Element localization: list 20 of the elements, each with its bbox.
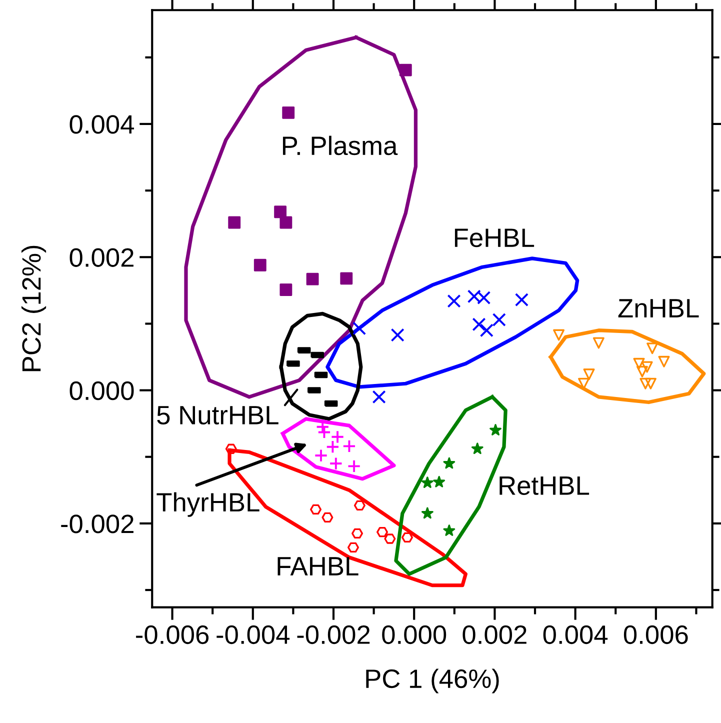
x-axis-title: PC 1 (46%) [366, 668, 499, 694]
annotation: ThyrHBL [156, 492, 260, 517]
x-tick-label: 0.006 [624, 625, 688, 644]
y-tick-label: 0.002 [70, 248, 134, 267]
annotation: FeHBL [454, 228, 534, 248]
y-tick-label: 0.004 [70, 115, 134, 134]
annotation: RetHBL [500, 476, 590, 495]
y-tick-label: -0.002 [61, 514, 134, 534]
y-axis-title: PC2 (12%) [21, 246, 46, 372]
y-tick-label: 0.000 [70, 381, 134, 400]
x-tick-label: -0.004 [216, 625, 290, 644]
x-tick-label: -0.006 [136, 625, 209, 644]
x-tick-label: -0.002 [297, 625, 370, 644]
x-tick-label: 0.004 [543, 625, 608, 644]
annotation: P. Plasma [282, 136, 398, 156]
annotation: FAHBL [278, 557, 358, 576]
x-tick-label: 0.000 [382, 625, 446, 644]
annotation: ZnHBL [618, 299, 699, 318]
annotation: 5 NutrHBL [157, 406, 278, 424]
x-tick-label: 0.002 [462, 625, 526, 644]
